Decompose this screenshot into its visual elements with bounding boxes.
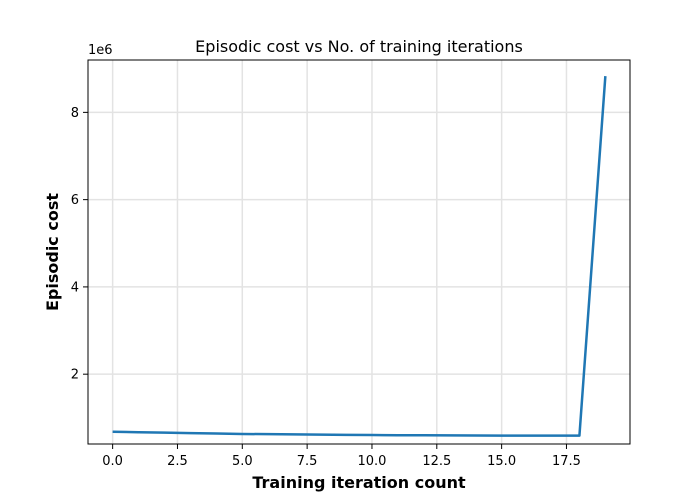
episodic-cost-line <box>112 76 607 437</box>
x-tick-label: 12.5 <box>422 454 451 469</box>
y-axis-label: Episodic cost <box>43 193 62 311</box>
y-tick-label: 4 <box>71 280 79 295</box>
x-tick-label: 2.5 <box>167 454 188 469</box>
x-axis-label: Training iteration count <box>252 473 466 492</box>
chart-title: Episodic cost vs No. of training iterati… <box>195 37 523 56</box>
y-offset-label: 1e6 <box>88 43 113 58</box>
y-tick-label: 8 <box>71 106 79 121</box>
x-tick-label: 5.0 <box>232 454 253 469</box>
series-layer <box>112 76 607 437</box>
x-tick-label: 0.0 <box>102 454 123 469</box>
x-tick-label: 17.5 <box>552 454 581 469</box>
x-tick-label: 7.5 <box>297 454 318 469</box>
x-tick-label: 10.0 <box>357 454 386 469</box>
x-tick-label: 15.0 <box>487 454 516 469</box>
axes-frame <box>87 59 631 445</box>
ticks: 0.0 2.5 5.0 7.5 10.0 12.5 15.0 17.5 2 4 6 8 <box>71 106 581 469</box>
grid <box>88 60 630 444</box>
y-tick-label: 2 <box>71 368 79 383</box>
y-tick-label: 6 <box>71 193 79 208</box>
